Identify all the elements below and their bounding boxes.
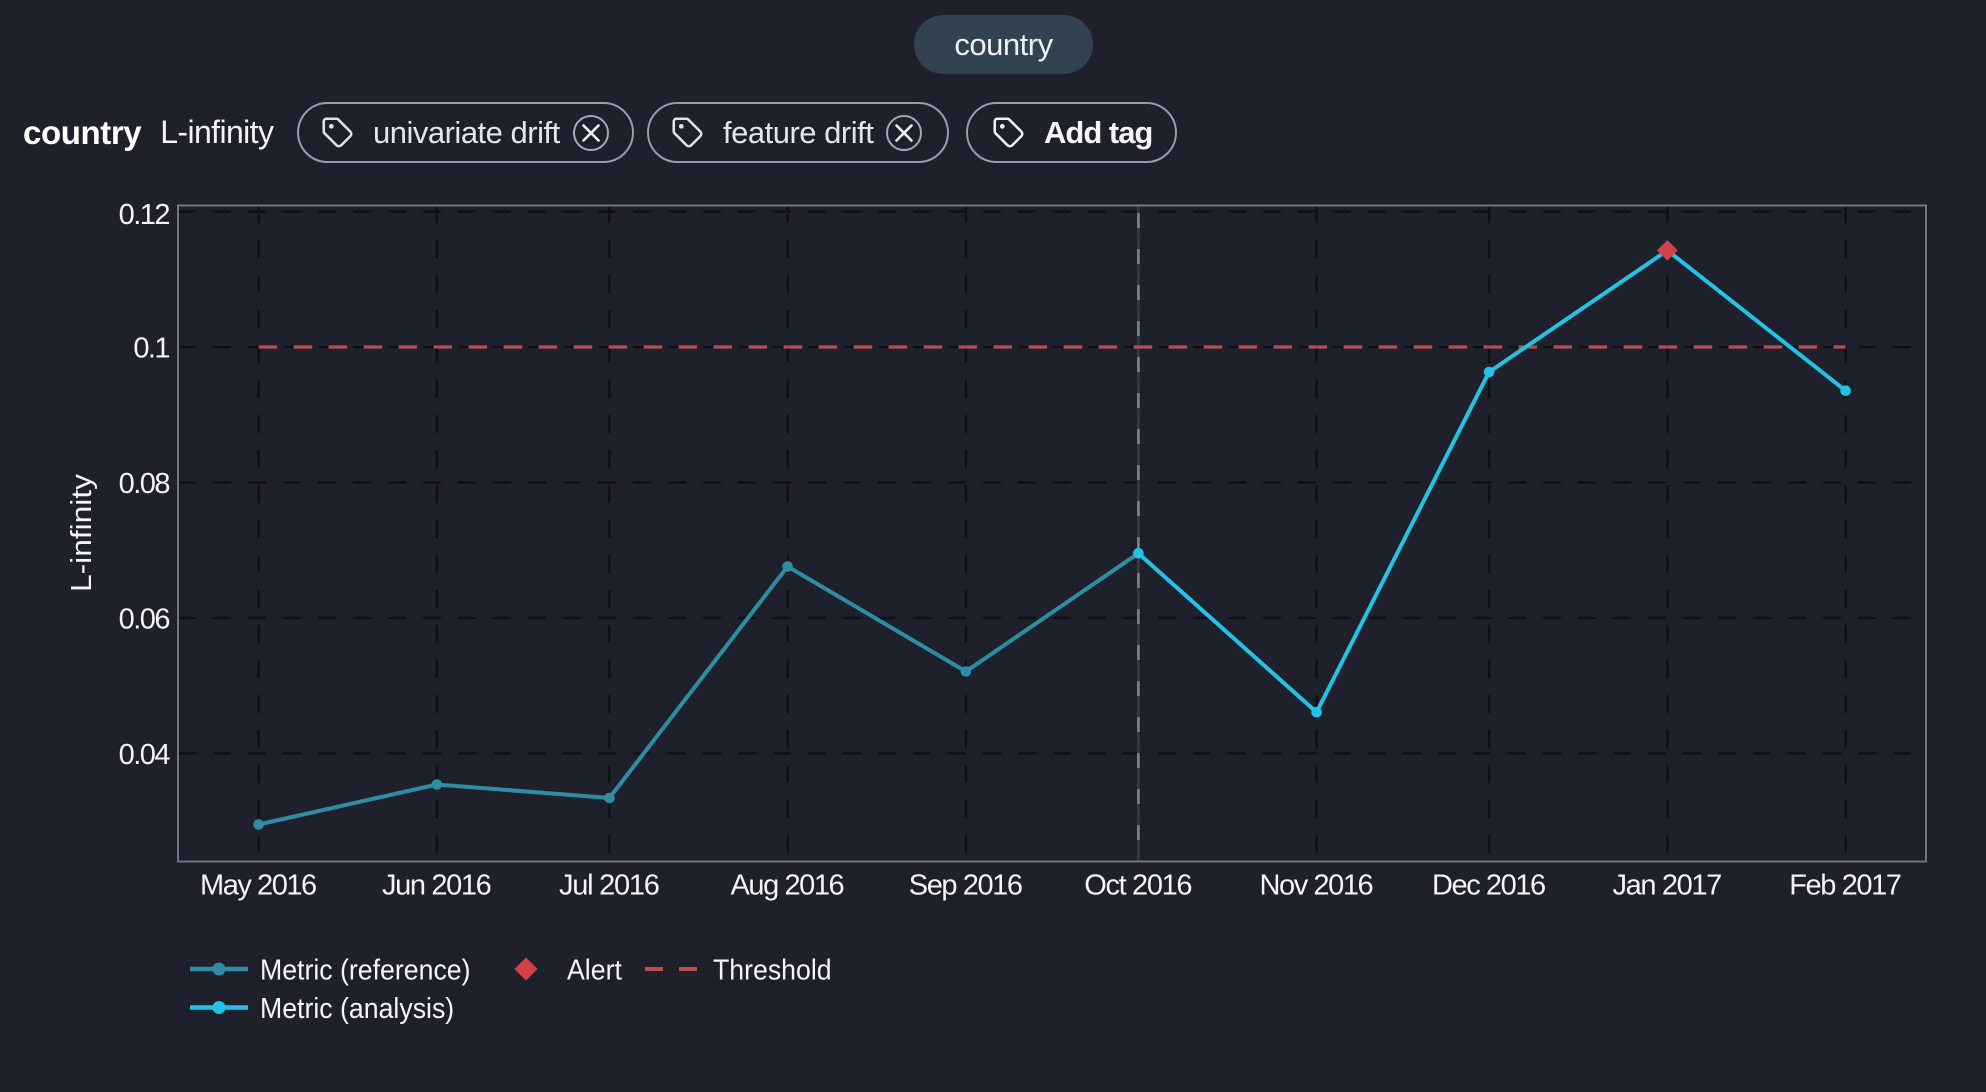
svg-text:Feb 2017: Feb 2017	[1789, 870, 1902, 902]
svg-text:Alert: Alert	[567, 955, 622, 987]
svg-text:0.04: 0.04	[119, 739, 171, 771]
svg-text:Threshold: Threshold	[713, 955, 832, 987]
svg-text:Jul 2016: Jul 2016	[559, 870, 660, 902]
svg-text:Jun 2016: Jun 2016	[382, 870, 492, 902]
svg-text:Nov 2016: Nov 2016	[1260, 870, 1374, 902]
svg-text:Metric (analysis): Metric (analysis)	[260, 993, 454, 1025]
svg-text:Sep 2016: Sep 2016	[909, 870, 1023, 902]
svg-text:Dec 2016: Dec 2016	[1432, 870, 1546, 902]
svg-text:May 2016: May 2016	[200, 870, 317, 902]
svg-text:0.1: 0.1	[133, 333, 170, 365]
svg-text:Oct 2016: Oct 2016	[1084, 870, 1192, 902]
svg-text:Aug 2016: Aug 2016	[731, 870, 845, 902]
svg-text:0.12: 0.12	[119, 199, 171, 231]
svg-text:Metric (reference): Metric (reference)	[260, 955, 471, 987]
svg-text:0.08: 0.08	[119, 468, 171, 500]
svg-text:0.06: 0.06	[119, 604, 171, 636]
svg-text:Jan 2017: Jan 2017	[1613, 870, 1723, 902]
svg-text:L-infinity: L-infinity	[66, 473, 98, 592]
